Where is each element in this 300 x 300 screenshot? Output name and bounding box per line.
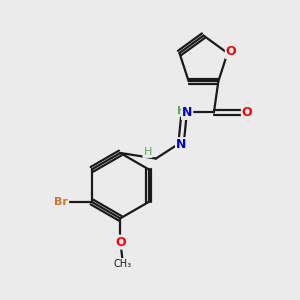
Text: Br: Br	[54, 197, 68, 207]
Text: N: N	[176, 138, 186, 151]
Text: CH₃: CH₃	[114, 259, 132, 269]
Text: O: O	[242, 106, 253, 119]
Text: O: O	[115, 236, 126, 249]
Text: H: H	[143, 147, 152, 157]
Text: H: H	[177, 106, 186, 116]
Text: O: O	[226, 45, 236, 58]
Text: N: N	[182, 106, 192, 119]
